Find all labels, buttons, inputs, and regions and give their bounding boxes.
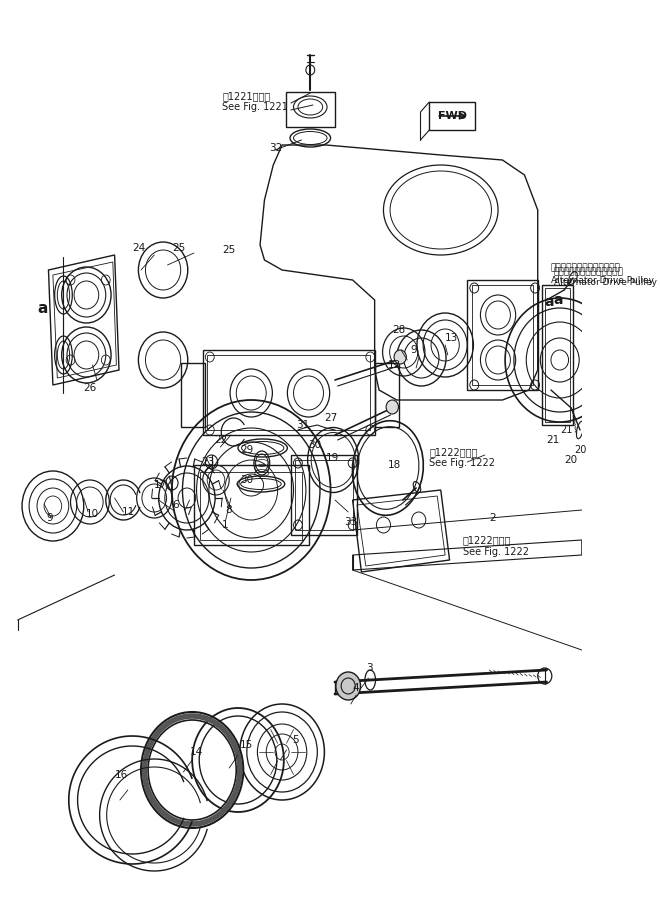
Text: 15: 15	[240, 740, 253, 750]
Text: 4: 4	[352, 683, 359, 693]
Bar	[375, 363, 399, 427]
Text: 28: 28	[392, 325, 405, 335]
Text: See Fig. 1222: See Fig. 1222	[429, 458, 495, 468]
Text: 13: 13	[445, 333, 459, 343]
Circle shape	[386, 400, 399, 414]
Text: 7: 7	[185, 507, 192, 517]
Text: 19: 19	[326, 453, 339, 463]
Bar	[542, 285, 573, 425]
Text: 9: 9	[410, 345, 416, 355]
Bar	[194, 465, 308, 545]
Text: 31: 31	[296, 420, 310, 430]
Text: 1: 1	[222, 520, 229, 530]
Bar	[203, 350, 375, 435]
Text: 30: 30	[308, 440, 321, 450]
Text: 12: 12	[388, 360, 401, 370]
Circle shape	[394, 350, 407, 364]
Text: 11: 11	[121, 507, 135, 517]
Text: オルタネータドライブプーリ: オルタネータドライブプーリ	[551, 263, 621, 272]
Text: 6: 6	[172, 500, 178, 510]
Text: オルタネータドライブプーリ: オルタネータドライブプーリ	[554, 268, 624, 277]
Text: 29: 29	[240, 445, 253, 455]
Text: 32: 32	[269, 143, 282, 153]
Bar	[544, 288, 570, 422]
Text: 26: 26	[84, 383, 97, 393]
Bar	[472, 285, 533, 385]
Text: 21: 21	[546, 435, 560, 445]
Text: 23: 23	[201, 457, 214, 467]
Text: 27: 27	[325, 413, 338, 423]
Text: 9: 9	[47, 513, 53, 523]
Text: 25: 25	[222, 245, 236, 255]
Bar	[286, 92, 335, 127]
Text: 第1222図参照: 第1222図参照	[429, 447, 478, 457]
Text: 16: 16	[115, 770, 128, 780]
Circle shape	[336, 672, 360, 700]
Bar	[291, 455, 357, 535]
Bar	[295, 460, 352, 530]
Text: 14: 14	[189, 747, 203, 757]
Text: a: a	[554, 293, 563, 307]
Text: 33: 33	[344, 517, 357, 527]
Text: 22: 22	[214, 435, 228, 445]
Text: 第1221図参照: 第1221図参照	[222, 91, 271, 101]
Text: 8: 8	[225, 505, 232, 515]
Text: a: a	[544, 295, 553, 309]
Bar	[467, 280, 538, 390]
Text: 20: 20	[564, 455, 578, 465]
Text: Alternator Drive Pulley: Alternator Drive Pulley	[554, 278, 657, 287]
Text: a: a	[37, 300, 48, 316]
Text: 第1222図参照: 第1222図参照	[463, 535, 512, 545]
Bar	[207, 355, 370, 430]
Text: See Fig. 1221: See Fig. 1221	[222, 102, 288, 112]
Text: 2: 2	[489, 513, 496, 523]
Text: 10: 10	[86, 509, 98, 519]
Text: 17: 17	[154, 480, 168, 490]
Text: 5: 5	[292, 735, 299, 745]
Text: 18: 18	[388, 460, 401, 470]
Text: 20: 20	[575, 445, 587, 455]
Text: Alternator Drive Pulley: Alternator Drive Pulley	[551, 275, 654, 284]
Text: See Fig. 1222: See Fig. 1222	[463, 547, 529, 557]
Text: 24: 24	[132, 243, 145, 253]
Text: 3: 3	[366, 663, 372, 673]
Bar	[200, 472, 302, 540]
Text: 30: 30	[240, 475, 253, 485]
Text: FWD: FWD	[438, 111, 467, 121]
Bar	[181, 363, 205, 427]
Text: 21: 21	[560, 425, 572, 435]
Text: 25: 25	[172, 243, 185, 253]
